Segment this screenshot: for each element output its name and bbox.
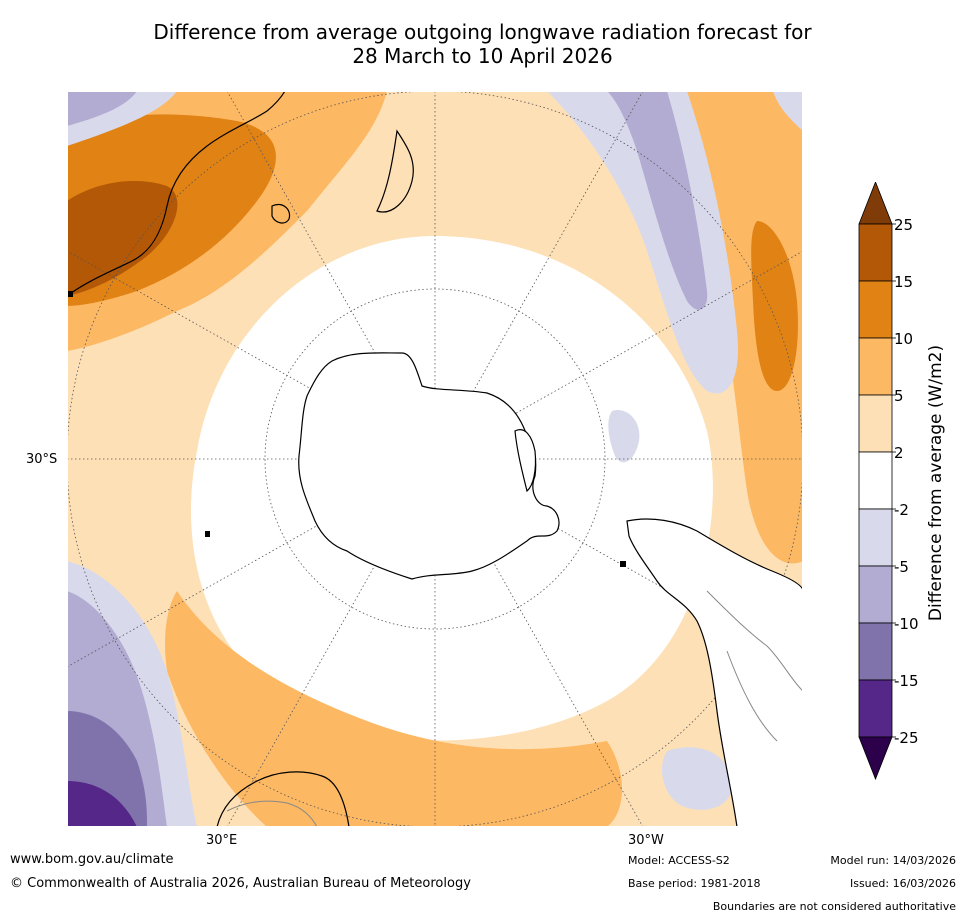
south-america-boundaries bbox=[706, 590, 803, 742]
antarctica-outline bbox=[298, 352, 560, 580]
footer-issued: Issued: 16/03/2026 bbox=[849, 877, 956, 890]
island-2 bbox=[620, 561, 626, 567]
colorbar-bin bbox=[858, 451, 893, 510]
lon-label-30w: 30°W bbox=[628, 833, 664, 848]
colorbar: 25 15 10 5 2 -2 -5 -10 -15 -25 bbox=[858, 182, 919, 781]
lat-label-30s: 30°S bbox=[26, 452, 58, 467]
new-zealand-outline bbox=[376, 129, 414, 213]
map-frame bbox=[67, 91, 803, 827]
colorbar-bin bbox=[858, 394, 893, 453]
colorbar-tick-label: -25 bbox=[894, 729, 919, 747]
colorbar-bin bbox=[858, 280, 893, 339]
colorbar-tick-label: -2 bbox=[894, 501, 909, 519]
negative-anomaly-nw-core bbox=[67, 91, 137, 126]
footer-disclaimer: Boundaries are not considered authoritat… bbox=[712, 900, 956, 913]
colorbar-tick-label: 10 bbox=[894, 330, 913, 348]
footer-base-period: Base period: 1981-2018 bbox=[628, 877, 761, 890]
colorbar-bins bbox=[858, 182, 893, 781]
title-line-1: Difference from average outgoing longwav… bbox=[153, 20, 812, 44]
tasmania-outline bbox=[271, 203, 291, 224]
south-america-outline bbox=[626, 518, 803, 827]
africa-boundaries bbox=[226, 800, 318, 827]
australia-outline bbox=[67, 91, 286, 297]
colorbar-tick-label: 2 bbox=[894, 444, 904, 462]
negative-anomaly-ne bbox=[547, 91, 738, 394]
colorbar-bin bbox=[858, 679, 893, 738]
title-line-2: 28 March to 10 April 2026 bbox=[352, 44, 613, 68]
colorbar-tick-label: 25 bbox=[894, 216, 913, 234]
colorbar-bin bbox=[858, 223, 893, 282]
colorbar-ticks: 25 15 10 5 2 -2 -5 -10 -15 -25 bbox=[892, 216, 919, 747]
colorbar-tick-label: -5 bbox=[894, 558, 909, 576]
island-3 bbox=[67, 291, 73, 297]
footer-model-run: Model run: 14/03/2026 bbox=[830, 854, 956, 867]
positive-anomaly-ring bbox=[67, 91, 803, 827]
colorbar-bin bbox=[858, 565, 893, 624]
negative-anomaly-ne-core bbox=[607, 91, 708, 310]
colorbar-tick-label: -15 bbox=[894, 672, 919, 690]
colorbar-extend-high bbox=[858, 182, 893, 225]
colorbar-bin bbox=[858, 508, 893, 567]
footer-copyright: © Commonwealth of Australia 2026, Austra… bbox=[10, 876, 471, 891]
antarctic-peninsula bbox=[514, 429, 537, 493]
colorbar-bin bbox=[858, 337, 893, 396]
footer-website[interactable]: www.bom.gov.au/climate bbox=[10, 852, 174, 867]
colorbar-tick-label: 5 bbox=[894, 387, 904, 405]
footer-model: Model: ACCESS-S2 bbox=[628, 854, 730, 867]
colorbar-title: Difference from average (W/m2) bbox=[926, 344, 946, 622]
africa-outline bbox=[216, 771, 350, 827]
orange-band-east-core bbox=[751, 221, 798, 391]
colorbar-tick-label: 15 bbox=[894, 273, 913, 291]
negative-patch-2 bbox=[608, 410, 640, 463]
orange-band-south bbox=[165, 591, 622, 827]
negative-patch-3 bbox=[662, 747, 733, 810]
colorbar-bin bbox=[858, 622, 893, 681]
orange-band-australia-peak bbox=[67, 181, 178, 296]
colorbar-extend-low bbox=[858, 736, 893, 781]
negative-anomaly-far-east bbox=[773, 91, 803, 131]
lon-label-30e: 30°E bbox=[206, 833, 238, 848]
colorbar-tick-label: -10 bbox=[894, 615, 919, 633]
anomaly-map bbox=[67, 91, 803, 827]
map-title: Difference from average outgoing longwav… bbox=[0, 20, 965, 68]
negative-anomaly-sw-peak bbox=[67, 781, 137, 827]
island-1 bbox=[205, 531, 210, 537]
